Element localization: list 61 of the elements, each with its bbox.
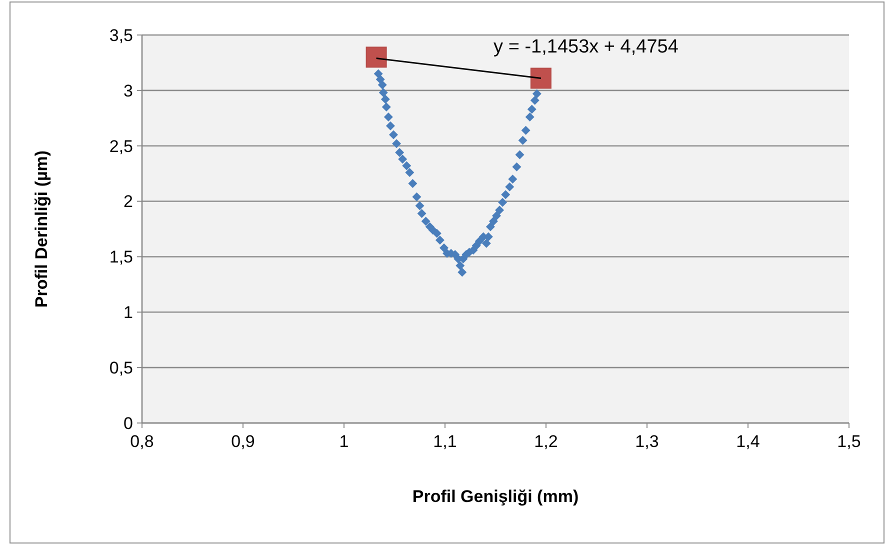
x-tick-label: 0,9 [231,432,255,451]
x-tick-label: 1,3 [635,432,659,451]
x-tick-label: 1,1 [433,432,457,451]
point [525,112,534,122]
point [378,88,388,98]
y-tick-label: 1,5 [109,248,133,267]
y-tick-label: 3 [124,81,133,100]
point [512,162,522,172]
point [405,168,414,177]
point [532,89,542,98]
point [492,211,502,220]
point [515,150,524,160]
point [518,136,528,145]
x-tick-label: 1,5 [837,432,861,451]
point [417,208,426,218]
x-tick-label: 1 [339,432,349,451]
point [505,182,514,192]
y-axis-title: Profil Derinliği (µm) [32,150,51,308]
point [415,201,424,210]
point [378,80,387,90]
point [527,104,536,114]
point [456,261,465,270]
point [384,112,393,122]
point [458,268,467,277]
x-tick-label: 1,2 [534,432,558,451]
x-tick-label: 1,4 [736,432,760,451]
x-tick-label: 0,8 [130,432,154,451]
point [488,216,498,226]
point [439,243,448,252]
y-tick-label: 2 [124,192,133,212]
point [421,216,430,226]
point [392,139,402,148]
point [530,68,552,89]
point [412,192,422,202]
point [398,154,408,164]
y-tick-label: 3,5 [109,26,133,45]
point [530,96,540,105]
point [402,161,412,170]
x-axis-title: Profil Genişliği (mm) [412,487,579,506]
point [521,126,530,135]
point [408,179,418,188]
point [386,121,395,130]
y-tick-label: 1 [124,303,133,322]
point [482,238,491,248]
point [395,148,404,158]
point [474,236,484,246]
point [508,174,518,184]
point [486,222,495,232]
annotation: y = -1,1453x + 4,4754 [494,36,679,58]
y-tick-label: 0,5 [109,358,133,378]
point [501,190,510,200]
point [366,46,387,68]
point [380,94,390,104]
point [382,102,391,112]
point [435,236,444,245]
point [388,130,398,140]
point [498,198,508,207]
y-tick-label: 0 [124,414,133,433]
y-tick-label: 2,5 [109,136,133,156]
point [495,206,504,215]
point [432,228,442,238]
